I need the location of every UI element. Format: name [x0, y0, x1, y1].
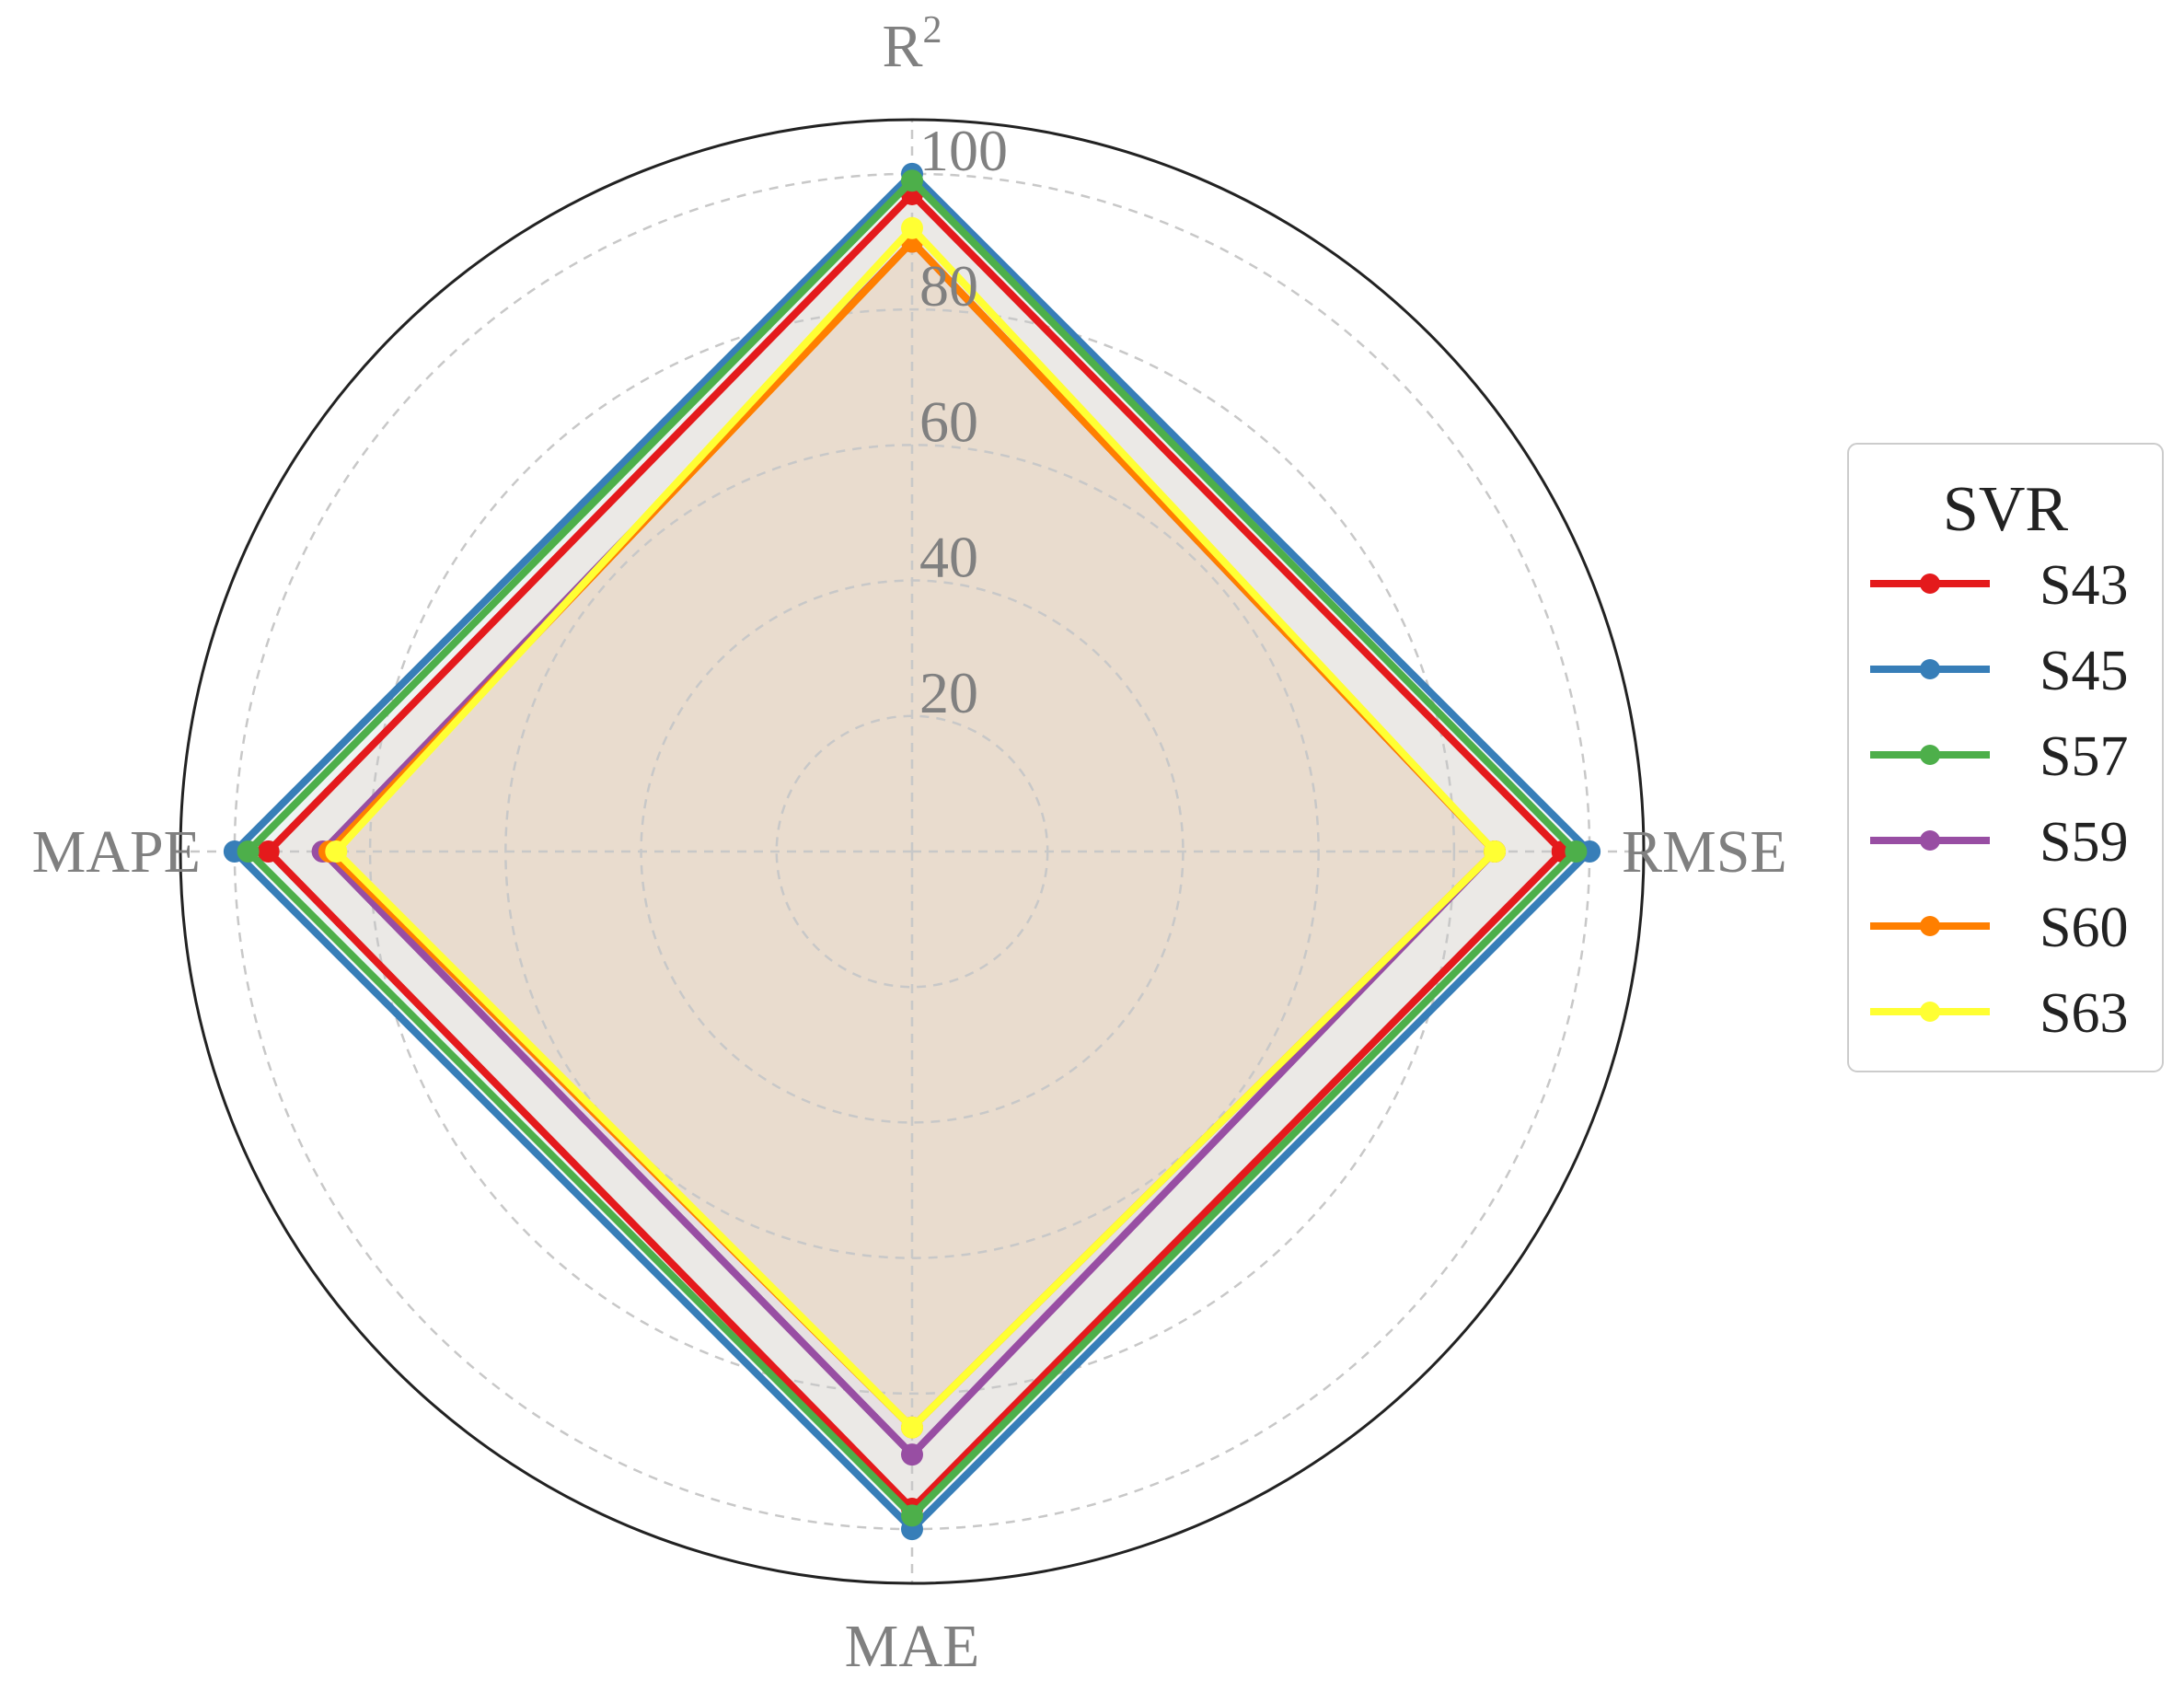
legend-marker-S57 — [1920, 745, 1940, 765]
legend-title: SVR — [1943, 474, 2068, 545]
point-S63-0 — [901, 216, 923, 239]
legend-items: S43 S45 S57 S59 S60 S63 — [1870, 554, 2128, 1045]
point-S63-1 — [1484, 840, 1507, 863]
axis-labels: R2 RMSE MAE MAPE — [32, 9, 1787, 1680]
axis-label-1: RMSE — [1622, 818, 1787, 886]
point-S63-2 — [901, 1416, 923, 1439]
series-S63 — [325, 216, 1507, 1439]
legend-label-S60: S60 — [2040, 897, 2128, 959]
legend-item-S45: S45 — [1870, 640, 2128, 702]
legend-label-S57: S57 — [2040, 725, 2128, 788]
point-S63-3 — [325, 840, 348, 863]
legend-item-S43: S43 — [1870, 554, 2128, 617]
axis-spokes — [180, 120, 1644, 1583]
legend-label-S43: S43 — [2040, 554, 2128, 617]
legend-item-S59: S59 — [1870, 811, 2128, 874]
tick-label-40: 40 — [919, 525, 978, 590]
point-S57-3 — [237, 840, 260, 863]
legend-marker-S43 — [1920, 573, 1940, 594]
legend-marker-S45 — [1920, 659, 1940, 679]
legend-item-S60: S60 — [1870, 897, 2128, 959]
legend: SVR S43 S45 S57 S59 S60 S63 — [1847, 443, 2164, 1072]
tick-label-100: 100 — [919, 118, 1008, 183]
outer-frame — [179, 118, 1646, 1585]
legend-label-S45: S45 — [2040, 640, 2128, 702]
series-fill-S63 — [336, 227, 1496, 1428]
point-S57-0 — [901, 169, 923, 192]
tick-label-60: 60 — [919, 388, 978, 454]
legend-item-S57: S57 — [1870, 725, 2128, 788]
legend-box — [1847, 443, 2164, 1072]
legend-marker-S63 — [1920, 1002, 1940, 1022]
axis-label-2: MAE — [845, 1613, 980, 1680]
radial-tick-labels: 20 40 60 80 100 — [919, 118, 1008, 725]
point-S59-2 — [901, 1443, 923, 1466]
legend-marker-S60 — [1920, 916, 1940, 936]
tick-label-20: 20 — [919, 660, 978, 725]
series-S57 — [237, 169, 1588, 1527]
axis-label-0: R2 — [882, 9, 942, 80]
legend-label-S59: S59 — [2040, 811, 2128, 874]
point-S57-2 — [901, 1504, 923, 1527]
grid-circle-80 — [368, 307, 1456, 1396]
legend-marker-S59 — [1920, 830, 1940, 851]
tick-label-80: 80 — [919, 253, 978, 319]
point-S57-1 — [1565, 840, 1588, 863]
point-S43-3 — [257, 840, 280, 863]
legend-label-S63: S63 — [2040, 982, 2128, 1045]
axis-label-3: MAPE — [32, 818, 201, 886]
series-lines — [223, 162, 1601, 1541]
legend-item-S63: S63 — [1870, 982, 2128, 1045]
